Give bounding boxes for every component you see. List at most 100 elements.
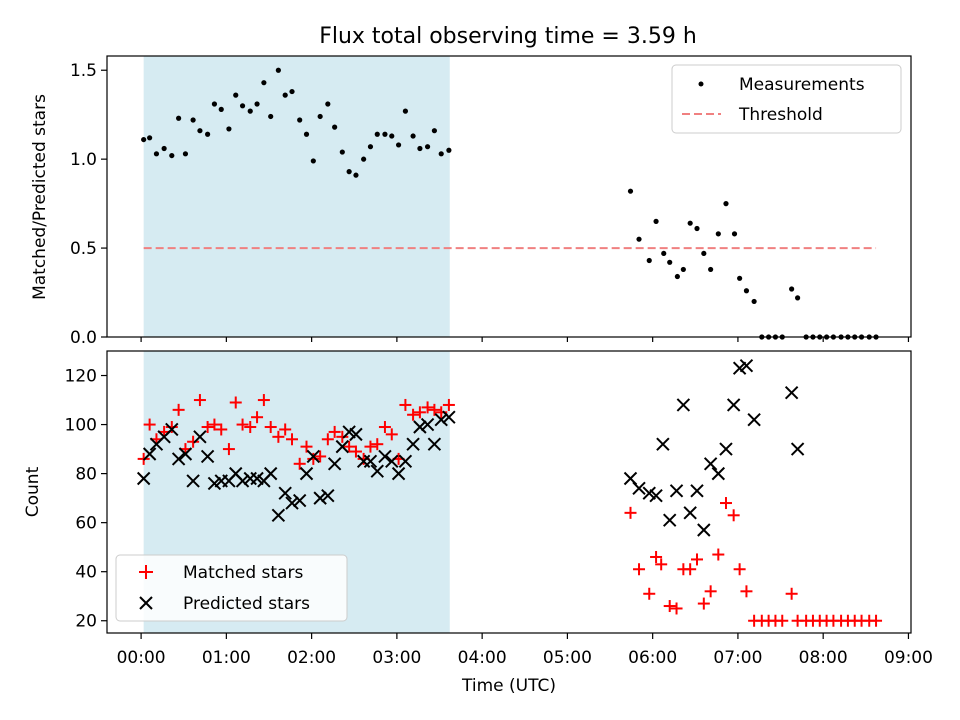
measurement-point	[303, 131, 310, 137]
measurement-point	[317, 113, 323, 120]
predicted-star-point	[632, 481, 646, 496]
matched-star-point	[244, 421, 257, 434]
matched-star-point	[165, 421, 178, 434]
predicted-star-point	[398, 454, 413, 469]
matched-star-point	[349, 445, 362, 458]
x-tick-label: 08:00	[799, 648, 848, 668]
y-tick-label: 1.5	[70, 61, 97, 81]
ratio-y-axis-label: Matched/Predicted stars	[30, 94, 50, 300]
y-tick-label: 80	[75, 465, 97, 485]
predicted-star-point	[271, 508, 286, 523]
predicted-star-point	[136, 471, 151, 486]
matched-star-point	[733, 563, 746, 576]
matched-star-point	[236, 418, 249, 431]
matched-star-point	[321, 433, 334, 446]
predicted-star-point	[263, 466, 278, 481]
ratio-legend: Measurements Threshold	[671, 64, 902, 134]
x-tick-label: 00:00	[117, 648, 166, 668]
legend-threshold-label: Threshold	[738, 105, 823, 125]
y-tick-label: 0.5	[70, 239, 97, 259]
predicted-star-point	[306, 449, 321, 464]
y-tick-label: 1.0	[70, 150, 97, 170]
matched-star-point	[663, 600, 676, 613]
measurement-point	[636, 236, 642, 242]
measurement-point	[795, 295, 801, 301]
predicted-star-point	[235, 474, 250, 488]
measurement-point	[751, 298, 757, 305]
measurement-point	[254, 101, 260, 107]
matched-star-point	[399, 398, 412, 411]
legend-matched-marker	[139, 565, 153, 579]
measurement-point	[446, 147, 452, 153]
ratio-panel: 0.0 0.5 1.0 1.5 Matched/Predicted stars Mea…	[30, 55, 912, 348]
matched-star-point	[307, 452, 320, 465]
predicted-star-point	[697, 523, 711, 537]
matched-star-point	[251, 411, 264, 424]
legend-predicted-label: Predicted stars	[183, 594, 310, 614]
predicted-star-point	[442, 410, 456, 424]
measurement-point	[169, 152, 175, 159]
matched-star-point	[272, 430, 285, 443]
measurement-point	[197, 128, 203, 134]
measurement-point	[402, 108, 409, 114]
predicted-star-point	[784, 385, 799, 400]
x-tick-label: 04:00	[458, 648, 507, 668]
predicted-star-point	[193, 430, 207, 444]
matched-star-point	[413, 406, 426, 419]
measurement-point	[410, 133, 416, 139]
x-axis-label: Time (UTC)	[461, 676, 556, 696]
predicted-star-point	[313, 491, 327, 505]
measurement-point	[261, 80, 267, 86]
matched-star-point	[314, 450, 327, 463]
measurement-point	[431, 128, 437, 134]
measurement-point	[218, 106, 224, 112]
measurement-point	[141, 136, 147, 143]
predicted-star-point	[703, 457, 718, 471]
y-tick-label: 0.0	[70, 328, 97, 348]
predicted-star-point	[656, 437, 670, 451]
predicted-star-point	[335, 439, 350, 454]
predicted-star-point	[683, 506, 697, 520]
matched-star-point	[428, 403, 441, 416]
predicted-star-point	[663, 513, 677, 527]
matched-star-point	[143, 418, 156, 431]
ratio-legend-box	[671, 64, 902, 134]
measurement-point	[353, 172, 359, 178]
measurement-point	[737, 275, 743, 281]
measurement-point	[332, 124, 338, 130]
measurement-point	[367, 144, 374, 150]
matched-star-point	[690, 553, 703, 566]
measurement-point	[310, 158, 316, 164]
measurement-point	[346, 169, 352, 175]
measurement-point	[687, 220, 693, 226]
measurement-point	[743, 288, 750, 294]
measurement-point	[153, 151, 160, 157]
matched-star-point	[704, 585, 717, 598]
measurement-point	[147, 135, 153, 141]
measurement-point	[417, 145, 423, 152]
count-y-axis-label: Count	[23, 466, 43, 517]
matched-star-point	[328, 425, 341, 438]
predicted-star-point	[690, 484, 704, 498]
x-tick-label: 06:00	[628, 648, 677, 668]
matched-star-point	[364, 440, 377, 453]
predicted-star-point	[385, 454, 399, 469]
predicted-star-point	[434, 412, 448, 427]
measurement-point	[176, 115, 182, 121]
x-tick-label: 02:00	[287, 648, 336, 668]
measurement-point	[239, 103, 246, 109]
matched-star-point	[624, 506, 637, 519]
matched-star-point	[229, 396, 242, 409]
measurement-point	[723, 201, 729, 207]
measurement-point	[190, 117, 196, 123]
matched-star-point	[257, 394, 270, 407]
measurement-point	[701, 250, 707, 257]
predicted-star-point	[278, 486, 292, 500]
predicted-star-point	[790, 442, 805, 456]
legend-matched-label: Matched stars	[183, 563, 303, 583]
predicted-star-point	[739, 359, 754, 373]
x-tick-label: 03:00	[372, 648, 421, 668]
measurement-point	[395, 142, 402, 148]
chart-title: Flux total observing time = 3.59 h	[319, 24, 697, 49]
predicted-star-point	[427, 437, 442, 451]
